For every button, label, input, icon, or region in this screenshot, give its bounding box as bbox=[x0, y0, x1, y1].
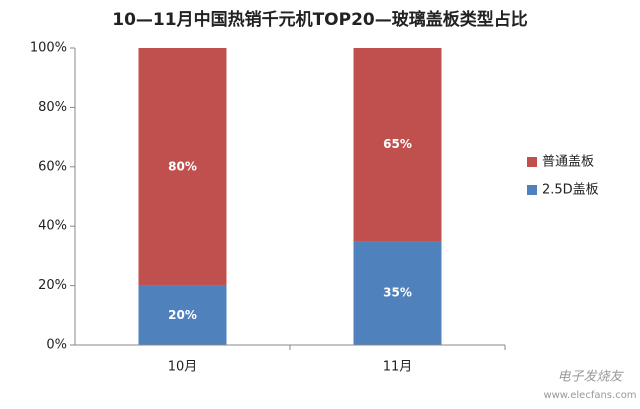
watermark: 电子发烧友 bbox=[557, 370, 624, 385]
chart-title: 10—11月中国热销千元机TOP20—玻璃盖板类型占比 bbox=[112, 9, 527, 30]
legend-label: 普通盖板 bbox=[542, 155, 594, 170]
y-tick-label: 0% bbox=[46, 338, 67, 353]
bar-segment bbox=[138, 285, 227, 345]
data-label: 80% bbox=[168, 159, 197, 173]
y-tick-label: 80% bbox=[38, 100, 67, 115]
y-tick-label: 60% bbox=[38, 159, 67, 174]
bar-segment bbox=[353, 48, 442, 242]
data-label: 65% bbox=[383, 137, 412, 151]
x-tick-label: 11月 bbox=[383, 360, 413, 375]
legend-label: 2.5D盖板 bbox=[542, 183, 599, 198]
legend-swatch bbox=[527, 185, 537, 195]
watermark-url: www.elecfans.com bbox=[543, 390, 636, 401]
y-tick-label: 100% bbox=[30, 41, 67, 56]
y-tick-label: 20% bbox=[38, 278, 67, 293]
y-tick-label: 40% bbox=[38, 219, 67, 234]
bar-segment bbox=[138, 48, 227, 286]
data-label: 20% bbox=[168, 308, 197, 322]
legend-swatch bbox=[527, 157, 537, 167]
data-label: 35% bbox=[383, 286, 412, 300]
x-tick-label: 10月 bbox=[168, 360, 198, 375]
bar-segment bbox=[353, 241, 442, 345]
